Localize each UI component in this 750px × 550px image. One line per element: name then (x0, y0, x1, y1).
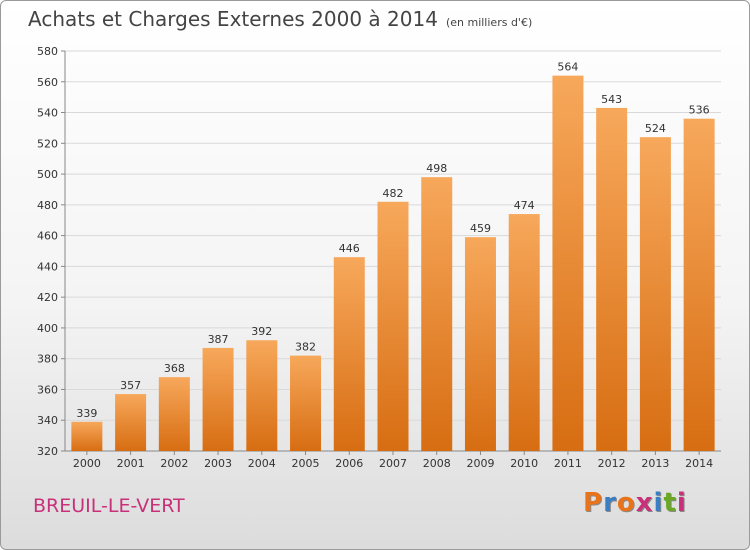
y-tick-label: 440 (37, 260, 58, 273)
bar-value-label: 498 (426, 162, 447, 175)
x-tick-label: 2000 (73, 457, 101, 470)
logo-letter: x (635, 488, 654, 518)
bar-value-label: 543 (601, 93, 622, 106)
chart-title-text: Achats et Charges Externes 2000 à 2014 (28, 7, 438, 31)
x-tick-label: 2012 (598, 457, 626, 470)
y-tick-label: 360 (37, 383, 58, 396)
bar (377, 201, 409, 451)
x-tick-label: 2006 (335, 457, 363, 470)
bar (246, 340, 278, 451)
bar-value-label: 524 (645, 122, 666, 135)
y-tick-label: 520 (37, 137, 58, 150)
bar-value-label: 459 (470, 222, 491, 235)
x-tick-label: 2001 (117, 457, 145, 470)
y-tick-label: 540 (37, 107, 58, 120)
y-tick-label: 560 (37, 76, 58, 89)
y-tick-label: 420 (37, 291, 58, 304)
logo-letter: i (676, 488, 687, 518)
x-tick-label: 2007 (379, 457, 407, 470)
bar-value-label: 482 (383, 187, 404, 200)
logo-letter: P (583, 488, 604, 518)
bar (333, 257, 365, 451)
x-tick-label: 2008 (423, 457, 451, 470)
x-tick-label: 2013 (641, 457, 669, 470)
bar (639, 137, 671, 451)
bar-value-label: 368 (164, 362, 185, 375)
y-tick-label: 380 (37, 353, 58, 366)
bar (683, 118, 715, 451)
y-tick-label: 500 (37, 168, 58, 181)
x-tick-label: 2004 (248, 457, 276, 470)
bar (421, 177, 453, 451)
unit-note: (en milliers d'€) (445, 16, 533, 29)
bar (508, 214, 540, 451)
bar (158, 377, 190, 451)
bar (290, 355, 322, 451)
x-tick-label: 2009 (466, 457, 494, 470)
logo-letter: r (603, 488, 617, 518)
bar (464, 237, 496, 451)
x-tick-label: 2011 (554, 457, 582, 470)
bar-value-label: 357 (120, 379, 141, 392)
bar (71, 421, 103, 451)
logo-letter: i (653, 488, 664, 518)
chart-title: Achats et Charges Externes 2000 à 2014 (e… (28, 7, 532, 31)
bar-value-label: 564 (557, 61, 578, 74)
bar-value-label: 339 (76, 407, 97, 420)
x-tick-label: 2003 (204, 457, 232, 470)
bar-value-label: 382 (295, 341, 316, 354)
bar-value-label: 536 (689, 104, 710, 117)
logo-letter: t (663, 488, 677, 518)
y-tick-label: 320 (37, 445, 58, 458)
y-tick-label: 580 (37, 45, 58, 58)
x-tick-label: 2010 (510, 457, 538, 470)
x-tick-label: 2005 (292, 457, 320, 470)
bar-value-label: 446 (339, 242, 360, 255)
proxiti-logo: Proxiti (583, 488, 687, 518)
bar (596, 107, 628, 451)
y-tick-label: 460 (37, 230, 58, 243)
bar-value-label: 392 (251, 325, 272, 338)
y-tick-label: 480 (37, 199, 58, 212)
bar-value-label: 474 (514, 199, 535, 212)
bar (115, 394, 147, 451)
y-tick-label: 340 (37, 414, 58, 427)
commune-name: BREUIL-LE-VERT (33, 495, 185, 517)
logo-letter: o (616, 488, 636, 518)
bar (202, 347, 234, 451)
bar (552, 75, 584, 451)
x-tick-label: 2002 (160, 457, 188, 470)
x-tick-label: 2014 (685, 457, 713, 470)
bar-value-label: 387 (208, 333, 229, 346)
y-tick-label: 400 (37, 322, 58, 335)
